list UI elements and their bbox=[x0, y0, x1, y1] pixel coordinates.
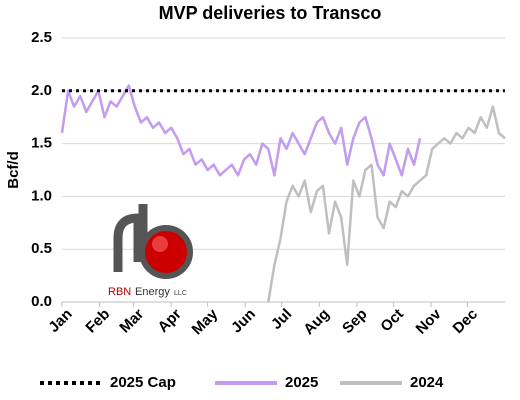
x-tick-label: Sep bbox=[339, 306, 370, 337]
x-tick-label: Mar bbox=[116, 306, 147, 337]
logo-brand: RBN bbox=[108, 286, 131, 298]
x-tick-label: Jun bbox=[228, 306, 259, 337]
logo: RBN Energy LLC bbox=[108, 204, 193, 298]
x-tick-label: Jul bbox=[268, 306, 295, 333]
y-tick-label: 0.5 bbox=[31, 240, 52, 257]
y-tick-label: 0.0 bbox=[31, 293, 52, 310]
y-axis-label: Bcf/d bbox=[5, 151, 22, 189]
x-tick-label: May bbox=[189, 305, 222, 338]
x-tick-label: Aug bbox=[300, 306, 333, 339]
series-line bbox=[267, 105, 506, 303]
logo-ball bbox=[139, 225, 193, 279]
legend-label: 2024 bbox=[410, 374, 444, 391]
logo-pipe bbox=[113, 213, 143, 272]
y-tick-label: 2.0 bbox=[31, 82, 52, 99]
x-tick-label: Apr bbox=[155, 306, 185, 336]
legend-label: 2025 bbox=[285, 374, 318, 391]
y-tick-label: 1.5 bbox=[31, 135, 52, 152]
logo-suffix: LLC bbox=[174, 290, 187, 297]
x-tick-label: Oct bbox=[377, 306, 407, 336]
y-tick-label: 2.5 bbox=[31, 29, 52, 46]
x-tick-label: Feb bbox=[82, 306, 113, 337]
x-tick-label: Jan bbox=[45, 306, 75, 336]
chart-title: MVP deliveries to Transco bbox=[159, 3, 382, 23]
x-tick-label: Dec bbox=[450, 306, 481, 337]
x-tick-label: Nov bbox=[413, 305, 446, 338]
series-line bbox=[60, 84, 422, 177]
y-tick-label: 1.0 bbox=[31, 187, 52, 204]
logo-word: Energy bbox=[135, 286, 170, 298]
logo-highlight bbox=[152, 236, 168, 252]
legend-label: 2025 Cap bbox=[110, 374, 176, 391]
